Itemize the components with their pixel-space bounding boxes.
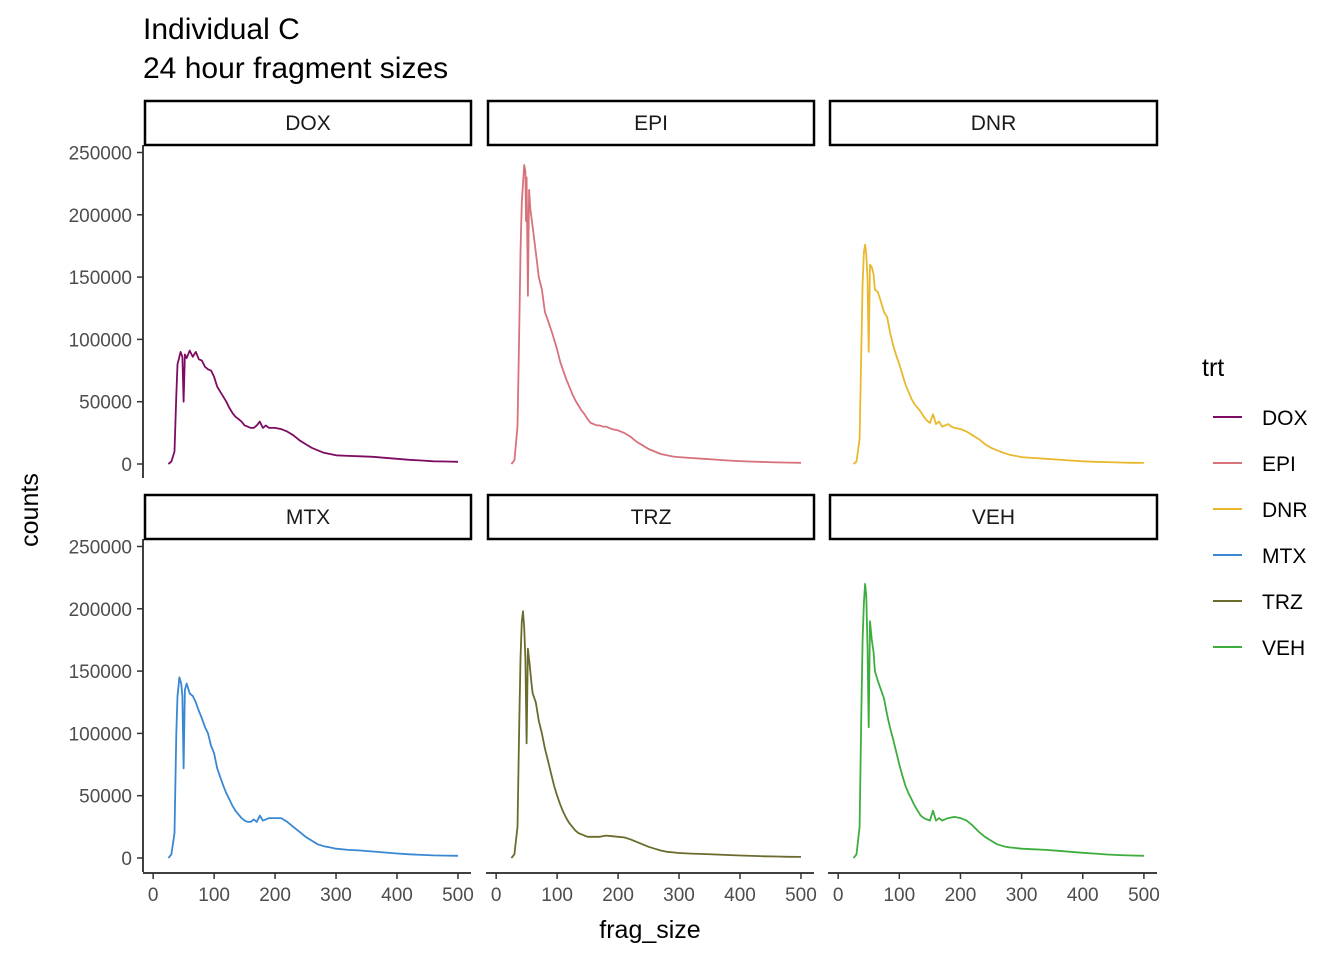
series-line-trz (510, 610, 802, 859)
x-tick-label: 500 (1128, 885, 1160, 906)
x-tick-label: 200 (602, 885, 634, 906)
y-tick-label: 250000 (69, 144, 132, 165)
y-tick-label: 150000 (69, 662, 132, 683)
x-axis-title: frag_size (599, 916, 700, 944)
y-tick-label: 200000 (69, 206, 132, 227)
x-tick-label: 200 (945, 885, 977, 906)
y-tick-label: 100000 (69, 330, 132, 351)
facet-panel-trz: TRZ (486, 493, 816, 859)
legend-label-mtx: MTX (1262, 545, 1306, 568)
x-tick-label: 0 (833, 885, 844, 906)
x-tick-label: 100 (883, 885, 915, 906)
y-axes: 0 50000 100000 150000 200000 250000 0 50000 1000… (69, 144, 144, 872)
facet-strip (828, 493, 1159, 541)
x-tick-label: 100 (198, 885, 230, 906)
x-tick-label: 500 (785, 885, 817, 906)
x-tick-label: 0 (148, 885, 159, 906)
legend-label-dox: DOX (1262, 407, 1308, 430)
facet-strip-label: VEH (972, 506, 1015, 529)
facet-strip (143, 493, 473, 541)
x-tick-label: 300 (1006, 885, 1038, 906)
facet-strip (486, 99, 816, 147)
facet-strip-label: DOX (285, 112, 331, 135)
legend-label-dnr: DNR (1262, 499, 1308, 522)
chart-title: Individual C (143, 13, 300, 46)
y-axis-title: counts (16, 473, 44, 547)
series-line-epi (510, 164, 802, 465)
legend-title: trt (1202, 354, 1224, 382)
y-tick-label: 150000 (69, 268, 132, 289)
series-line-veh (852, 583, 1144, 859)
series-line-dox (167, 349, 459, 465)
facet-strip-label: MTX (286, 506, 330, 529)
x-tick-label: 300 (320, 885, 352, 906)
series-line-dnr (852, 243, 1144, 465)
y-tick-label: 100000 (69, 724, 132, 745)
y-tick-label: 0 (121, 455, 132, 476)
x-tick-label: 0 (491, 885, 502, 906)
facet-strip (486, 493, 816, 541)
facet-strip-label: TRZ (631, 506, 672, 529)
y-tick-label: 0 (121, 849, 132, 870)
facet-panels: DOX EPI DNR MTX TRZ VEH (143, 99, 1159, 859)
facet-panel-epi: EPI (486, 99, 816, 465)
x-tick-label: 400 (381, 885, 413, 906)
facet-panel-dox: DOX (143, 99, 473, 465)
chart-subtitle: 24 hour fragment sizes (143, 52, 448, 85)
x-tick-label: 200 (259, 885, 291, 906)
facet-panel-mtx: MTX (143, 493, 473, 859)
x-tick-label: 300 (663, 885, 695, 906)
series-line-mtx (167, 676, 459, 859)
x-tick-label: 400 (1067, 885, 1099, 906)
facet-strip (143, 99, 473, 147)
facet-panel-dnr: DNR (828, 99, 1159, 465)
facet-strip-label: DNR (971, 112, 1017, 135)
x-tick-label: 500 (442, 885, 474, 906)
y-tick-label: 50000 (79, 393, 132, 414)
legend-label-epi: EPI (1262, 453, 1296, 476)
facet-strip-label: EPI (634, 112, 668, 135)
legend-label-veh: VEH (1262, 637, 1305, 660)
x-tick-label: 400 (724, 885, 756, 906)
legend: trt DOX EPI DNR MTX TRZ VEH (1202, 354, 1308, 660)
x-tick-label: 100 (541, 885, 573, 906)
facet-panel-veh: VEH (828, 493, 1159, 859)
x-axes: 0 100 200 300 400 500 0 100 200 300 400 500 0 100 200 3… (143, 872, 1160, 906)
y-tick-label: 250000 (69, 538, 132, 559)
y-tick-label: 50000 (79, 787, 132, 808)
facet-strip (828, 99, 1159, 147)
legend-label-trz: TRZ (1262, 591, 1303, 614)
y-tick-label: 200000 (69, 600, 132, 621)
